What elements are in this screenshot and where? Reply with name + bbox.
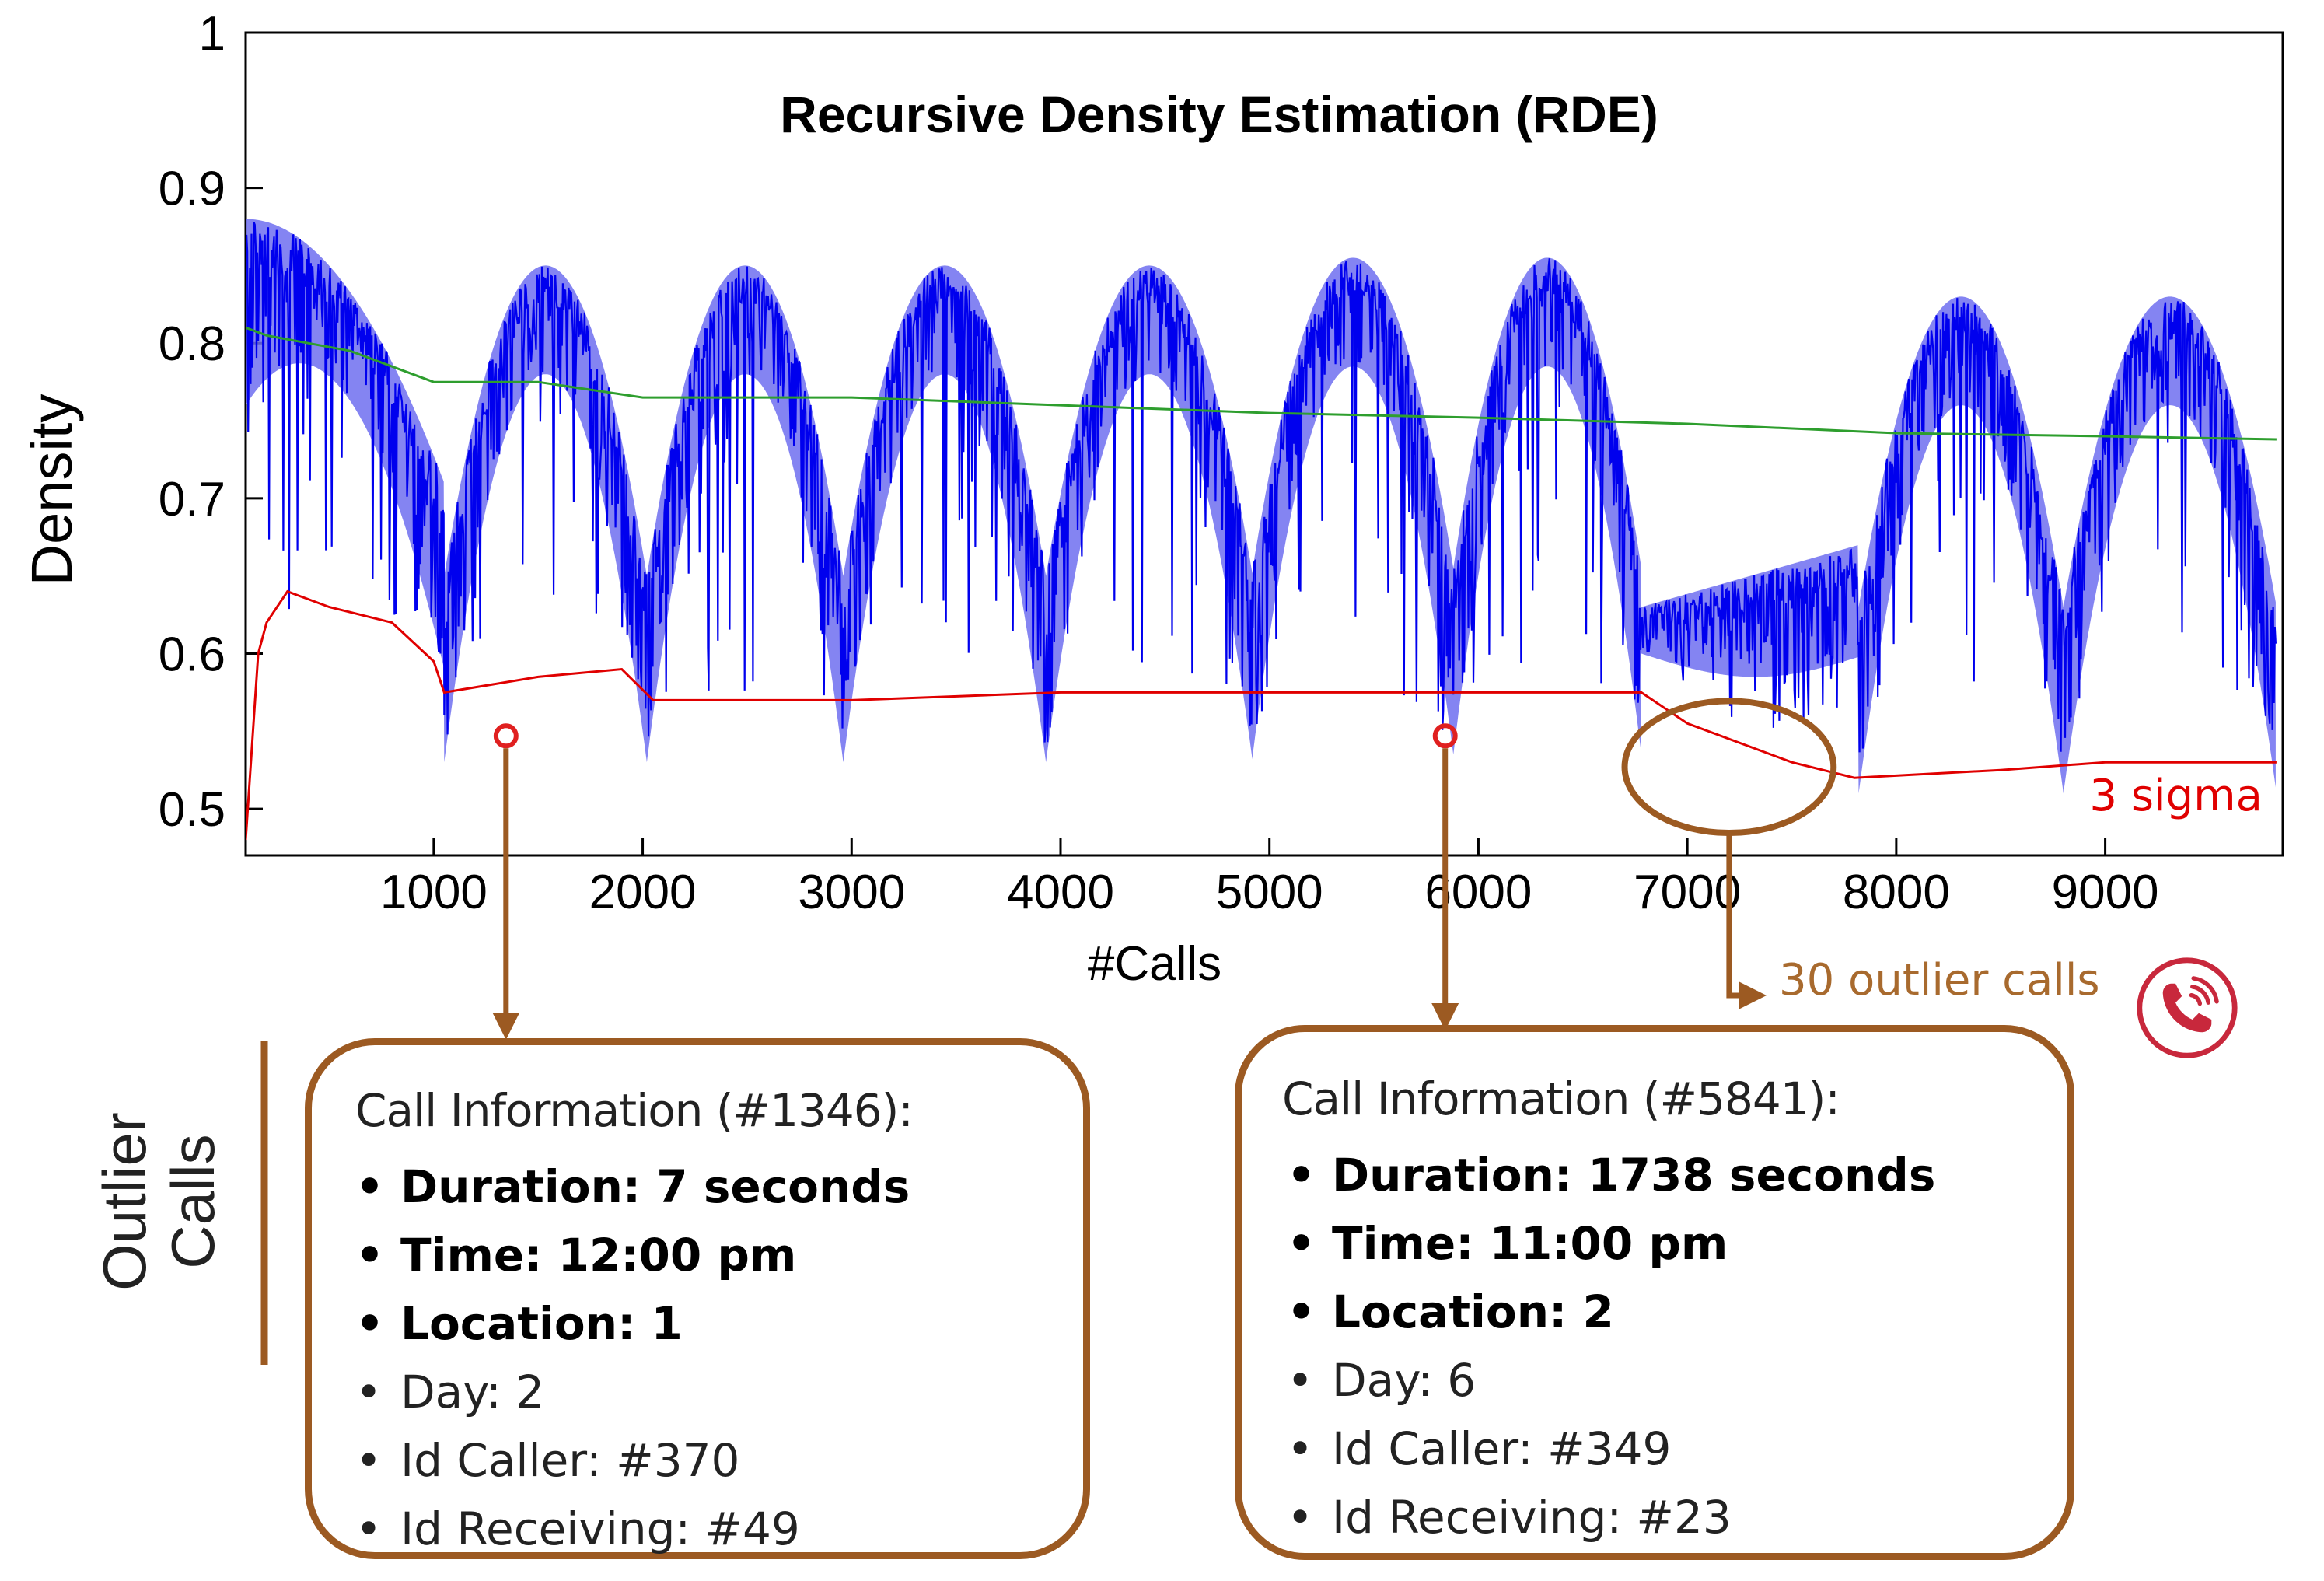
call-detail-item: Id Receiving: #23 bbox=[1287, 1483, 1935, 1551]
call-detail-item: Time: 12:00 pm bbox=[355, 1221, 910, 1289]
call-detail-item: Day: 6 bbox=[1287, 1346, 1935, 1415]
plot-frame bbox=[244, 31, 2284, 857]
call-detail-item: Duration: 1738 seconds bbox=[1287, 1141, 1935, 1209]
call-info-card: Call Information (#1346): Duration: 7 se… bbox=[305, 1038, 1090, 1563]
region-arrow bbox=[1726, 832, 1767, 1009]
side-label-calls: Calls bbox=[159, 1134, 227, 1269]
call-detail-item: Id Caller: #370 bbox=[355, 1426, 910, 1495]
call-detail-item: Location: 1 bbox=[355, 1289, 910, 1358]
x-tick-label: 9000 bbox=[2052, 866, 2159, 919]
y-axis-label: Density bbox=[19, 394, 84, 586]
mean-series-line bbox=[246, 326, 2277, 441]
call-detail-list: Duration: 1738 secondsTime: 11:00 pmLoca… bbox=[1287, 1141, 1935, 1551]
x-tick-label: 7000 bbox=[1634, 866, 1741, 919]
sigma-label: 3 sigma bbox=[2089, 771, 2263, 821]
x-tick-label: 4000 bbox=[1007, 866, 1114, 919]
outlier-marker bbox=[493, 723, 519, 749]
x-axis-label: #Calls bbox=[1088, 937, 1221, 991]
chart-title: Recursive Density Estimation (RDE) bbox=[780, 86, 1658, 143]
density-series-line bbox=[246, 222, 2277, 753]
x-tick-label: 3000 bbox=[798, 866, 905, 919]
y-tick-label: 0.8 bbox=[159, 317, 225, 371]
outlier-marker bbox=[1432, 723, 1458, 749]
call-detail-item: Id Receiving: #49 bbox=[355, 1495, 910, 1563]
card-title: Call Information (#5841): bbox=[1282, 1072, 1840, 1125]
x-tick-label: 8000 bbox=[1843, 866, 1950, 919]
y-tick-label: 1 bbox=[199, 7, 225, 61]
x-tick-label: 5000 bbox=[1216, 866, 1323, 919]
call-detail-item: Location: 2 bbox=[1287, 1278, 1935, 1346]
outlier-region-ellipse bbox=[1621, 698, 1837, 837]
x-tick-label: 1000 bbox=[380, 866, 488, 919]
x-tick-label: 2000 bbox=[589, 866, 697, 919]
y-tick-label: 0.5 bbox=[159, 783, 225, 837]
sigma-series-line bbox=[246, 589, 2277, 841]
call-detail-item: Id Caller: #349 bbox=[1287, 1415, 1935, 1483]
outlier-summary-label: 30 outlier calls bbox=[1779, 955, 2100, 1006]
phone-ring-icon bbox=[2140, 960, 2235, 1055]
card-title: Call Information (#1346): bbox=[355, 1084, 914, 1137]
side-label-outlier: Outlier bbox=[90, 1112, 159, 1291]
call-detail-item: Duration: 7 seconds bbox=[355, 1153, 910, 1221]
call-detail-list: Duration: 7 secondsTime: 12:00 pmLocatio… bbox=[355, 1153, 910, 1563]
y-tick-label: 0.7 bbox=[159, 473, 225, 526]
y-tick-label: 0.6 bbox=[159, 628, 225, 681]
call-info-card: Call Information (#5841): Duration: 1738… bbox=[1235, 1025, 2074, 1560]
y-tick-label: 0.9 bbox=[159, 163, 225, 216]
call-detail-item: Day: 2 bbox=[355, 1358, 910, 1426]
call-detail-item: Time: 11:00 pm bbox=[1287, 1209, 1935, 1278]
x-tick-label: 6000 bbox=[1424, 866, 1532, 919]
